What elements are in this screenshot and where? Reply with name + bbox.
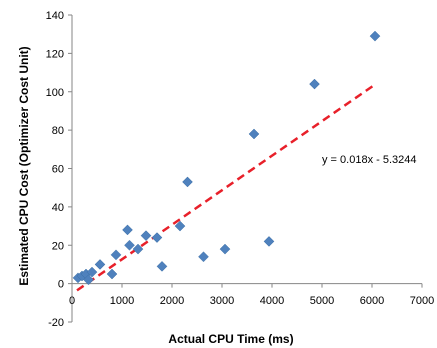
data-point xyxy=(182,176,193,188)
data-point xyxy=(94,259,106,270)
data-point xyxy=(156,261,168,272)
x-tick-label: 1000 xyxy=(110,295,134,307)
data-point xyxy=(219,243,231,255)
data-point xyxy=(110,249,122,261)
trendline xyxy=(76,83,376,292)
y-tick-label: -20 xyxy=(48,317,64,329)
x-tick-label: 5000 xyxy=(310,295,334,307)
x-tick-label: 6000 xyxy=(360,295,384,307)
y-tick-label: 60 xyxy=(52,164,64,176)
data-point xyxy=(369,30,381,42)
data-point xyxy=(124,239,135,251)
x-axis-title: Actual CPU Time (ms) xyxy=(168,332,293,346)
y-tick-label: 40 xyxy=(52,202,64,214)
y-axis-ticks: -20 0 20 40 60 80 100 120 140 xyxy=(46,10,72,329)
y-tick-label: 20 xyxy=(52,240,64,252)
y-tick-label: 120 xyxy=(46,48,64,60)
data-point xyxy=(309,78,320,90)
x-tick-label: 7000 xyxy=(410,295,434,307)
data-point xyxy=(106,268,118,280)
x-tick-label: 0 xyxy=(69,295,75,307)
y-axis-title: Estimated CPU Cost (Optimizer Cost Unit) xyxy=(17,46,31,285)
data-point xyxy=(83,274,94,286)
y-tick-label: 100 xyxy=(46,87,64,99)
y-tick-label: 0 xyxy=(58,279,64,291)
data-point xyxy=(86,266,98,278)
y-tick-label: 80 xyxy=(52,125,64,137)
trendline-equation: y = 0.018x - 5.3244 xyxy=(322,154,416,166)
data-points xyxy=(72,30,381,286)
data-point xyxy=(263,236,275,247)
x-tick-label: 2000 xyxy=(160,295,184,307)
data-point xyxy=(122,224,133,236)
trendline-group xyxy=(76,83,376,292)
y-tick-label: 140 xyxy=(46,10,64,22)
x-tick-label: 3000 xyxy=(210,295,234,307)
data-point xyxy=(140,230,152,242)
x-axis-ticks: 0 1000 2000 3000 4000 5000 6000 7000 xyxy=(69,283,434,307)
data-point xyxy=(151,232,163,243)
data-point xyxy=(132,243,144,255)
data-point xyxy=(248,128,260,140)
data-point xyxy=(174,220,186,232)
plot-area xyxy=(71,15,422,322)
x-tick-label: 4000 xyxy=(260,295,284,307)
data-point xyxy=(198,251,209,263)
